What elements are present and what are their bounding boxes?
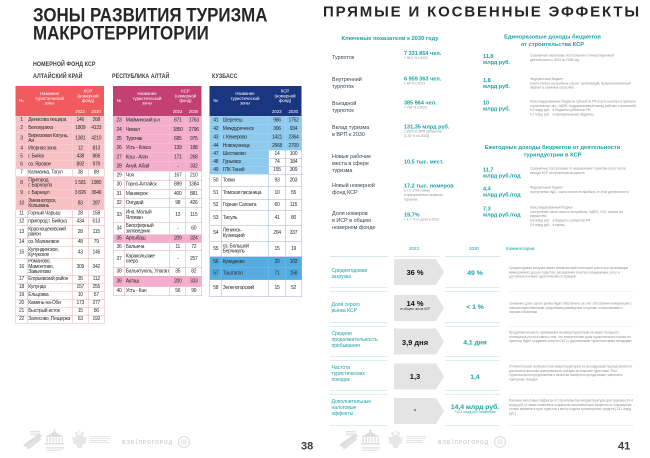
- svg-text:ПРОГОРОД: ПРОГОРОД: [455, 440, 489, 446]
- svg-text:ВЭБ: ВЭБ: [438, 440, 451, 446]
- svg-text:ВЭБ: ВЭБ: [122, 440, 135, 446]
- svg-text:ПРОГОРОД: ПРОГОРОД: [139, 440, 173, 446]
